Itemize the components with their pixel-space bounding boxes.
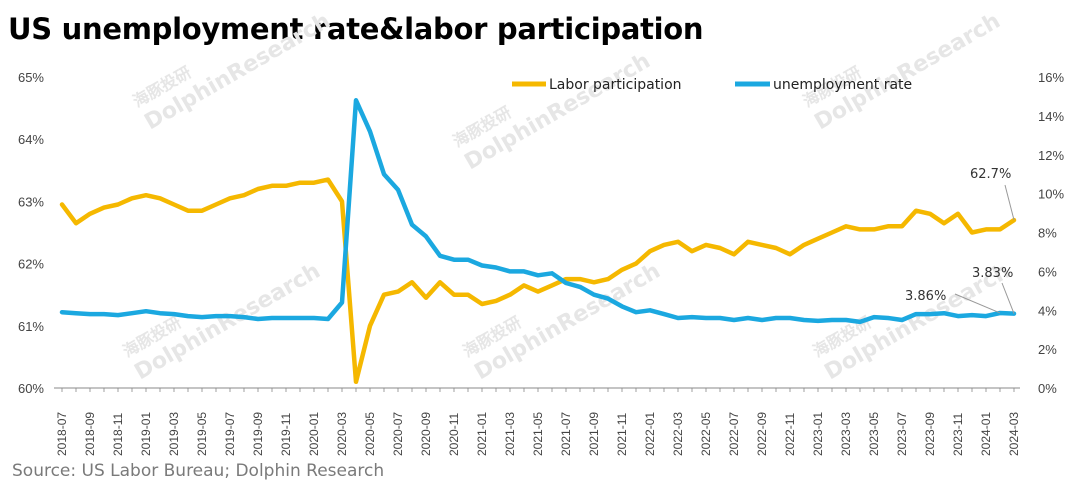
right-axis-tick-label: 0%: [1038, 381, 1057, 396]
x-tick-label: 2020-09: [419, 412, 433, 456]
x-tick-label: 2019-05: [195, 412, 209, 456]
x-tick-label: 2021-01: [475, 412, 489, 456]
x-tick-label: 2022-03: [671, 412, 685, 456]
annotation-leader: [1001, 282, 1015, 314]
left-axis-tick-label: 65%: [18, 70, 44, 85]
x-tick-label: 2023-03: [839, 412, 853, 456]
x-tick-label: 2022-05: [699, 412, 713, 456]
x-tick-label: 2020-11: [447, 413, 461, 456]
x-tick-label: 2021-03: [503, 412, 517, 456]
x-tick-label: 2020-07: [391, 412, 405, 456]
left-axis-tick-label: 62%: [18, 257, 44, 272]
x-tick-label: 2019-11: [279, 413, 293, 456]
x-tick-label: 2021-05: [531, 412, 545, 456]
x-tick-label: 2021-07: [559, 412, 573, 456]
source-note: Source: US Labor Bureau; Dolphin Researc…: [12, 461, 385, 481]
annotation-unemployment-last: 3.83%: [972, 266, 1013, 281]
x-tick-label: 2018-09: [83, 412, 97, 456]
left-axis-tick-label: 61%: [18, 319, 44, 334]
right-axis-tick-label: 4%: [1038, 303, 1057, 318]
chart-title: US unemployment rate&labor participation: [8, 12, 704, 46]
x-tick-label: 2023-01: [811, 412, 825, 456]
right-axis-tick-label: 12%: [1038, 148, 1064, 163]
right-axis-tick-label: 6%: [1038, 264, 1057, 279]
x-tick-label: 2021-11: [615, 413, 629, 456]
right-axis-tick-label: 8%: [1038, 226, 1057, 241]
x-tick-label: 2022-09: [755, 412, 769, 456]
x-tick-label: 2022-07: [727, 412, 741, 456]
annotations: 62.7% 3.83% 3.86%: [905, 167, 1015, 314]
x-tick-label: 2021-09: [587, 412, 601, 456]
left-axis-tick-label: 64%: [18, 132, 44, 147]
annotation-leader: [954, 293, 1001, 314]
x-tick-label: 2023-07: [895, 412, 909, 456]
legend-unemployment-label: unemployment rate: [773, 77, 912, 93]
x-tick-label: 2023-09: [923, 412, 937, 456]
labor-participation-line: [59, 177, 1017, 385]
x-tick-label: 2020-01: [307, 412, 321, 456]
x-tick-label: 2018-07: [55, 412, 69, 456]
axes: 60% 61% 62% 63% 64% 65% 0% 2% 4% 6% 8% 10% 12% 14% 16%: [18, 70, 1064, 396]
x-tick-label: 2022-11: [783, 413, 797, 456]
x-tick-label: 2020-03: [335, 412, 349, 456]
left-axis-tick-label: 60%: [18, 381, 44, 396]
x-tick-label: 2019-07: [223, 412, 237, 456]
x-tick-label: 2024-01: [979, 412, 993, 456]
right-axis-tick-label: 16%: [1038, 70, 1064, 85]
x-tick-label: 2020-05: [363, 412, 377, 456]
series-lines: [59, 98, 1017, 385]
legend-labor-label: Labor participation: [549, 77, 682, 93]
left-axis-tick-label: 63%: [18, 194, 44, 209]
x-tick-label: 2018-11: [111, 413, 125, 456]
x-tick-label: 2022-01: [643, 412, 657, 456]
x-tick-label: 2019-01: [139, 412, 153, 456]
x-tick-label: 2024-03: [1007, 412, 1021, 456]
x-tick-label: 2023-05: [867, 412, 881, 456]
annotation-unemployment-prev: 3.86%: [905, 289, 946, 304]
right-axis-tick-label: 10%: [1038, 187, 1064, 202]
annotation-labor-last: 62.7%: [970, 167, 1011, 182]
x-tick-label: 2019-03: [167, 412, 181, 456]
annotation-leader: [1004, 184, 1015, 221]
x-tick-label: 2019-09: [251, 412, 265, 456]
legend: Labor participation unemployment rate: [512, 77, 912, 93]
unemployment-rate-line: [59, 98, 1017, 325]
x-tick-label: 2023-11: [951, 413, 965, 456]
x-axis-ticks: 2018-07 2018-09 2018-11 2019-01 2019-03 2019-…: [55, 388, 1021, 456]
right-axis-tick-label: 14%: [1038, 109, 1064, 124]
right-axis-tick-label: 2%: [1038, 342, 1057, 357]
